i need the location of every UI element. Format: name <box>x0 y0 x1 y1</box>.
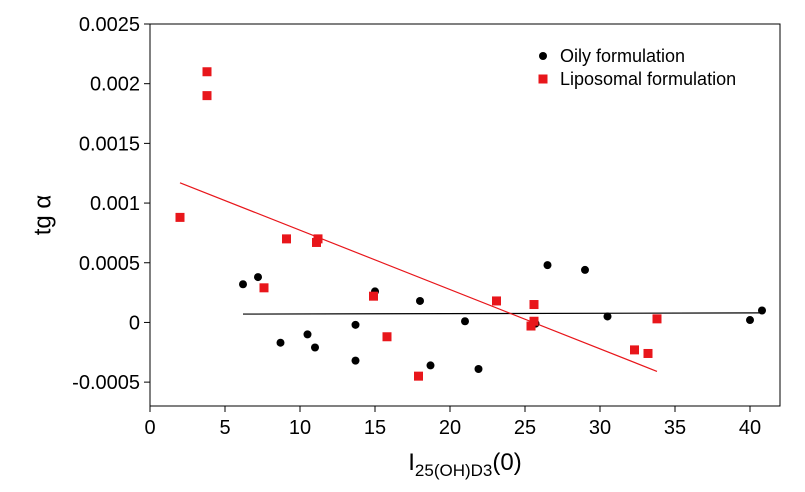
liposomal-data-point <box>382 332 392 342</box>
x-tick-label: 10 <box>289 417 311 439</box>
x-tick-label: 25 <box>514 417 536 439</box>
oily-data-point <box>758 306 766 315</box>
oily-data-point <box>311 343 319 352</box>
x-axis-ticks: 0 5 10 15 20 25 30 35 40 <box>144 406 761 439</box>
legend: Oily formulation Liposomal formulation <box>538 46 736 89</box>
x-axis-title-tail: (0) <box>492 449 521 476</box>
oily-data-point <box>351 356 360 365</box>
x-tick-label: 35 <box>664 417 686 439</box>
y-tick-label: -0.0005 <box>72 372 140 394</box>
y-axis-ticks: -0.0005 0 0.0005 0.001 0.0015 0.002 0.0025 <box>72 14 150 394</box>
liposomal-data-point <box>529 316 539 326</box>
oily-trend-line <box>242 312 763 315</box>
liposomal-data-point <box>369 291 378 301</box>
liposomal-data-point <box>259 283 269 293</box>
oily-data-point <box>461 317 469 326</box>
oily-data-point <box>416 296 424 305</box>
oily-data-point <box>474 364 483 373</box>
trend-lines <box>179 182 763 372</box>
liposomal-trend-line <box>179 182 658 372</box>
liposomal-data-point <box>652 314 662 324</box>
liposomal-data-point <box>630 345 639 355</box>
oily-data-point <box>581 265 589 274</box>
legend-marker-liposomal <box>538 74 548 84</box>
liposomal-data-point <box>202 67 212 77</box>
y-tick-label: 0 <box>129 312 140 334</box>
oily-data-point <box>426 361 435 370</box>
x-axis-title-subscript: 25(OH)D3 <box>415 461 492 480</box>
y-tick-label: 0.0005 <box>79 253 140 275</box>
data-points <box>175 67 766 381</box>
x-tick-label: 15 <box>364 417 386 439</box>
oily-data-point <box>276 338 285 347</box>
y-tick-label: 0.001 <box>90 193 140 215</box>
x-axis-title: I25(OH)D3(0) <box>408 449 521 480</box>
x-tick-label: 30 <box>589 417 611 439</box>
liposomal-data-point <box>313 234 323 244</box>
oily-data-point <box>239 280 247 289</box>
liposomal-data-point <box>414 371 423 381</box>
liposomal-data-point <box>175 212 185 222</box>
oily-data-point <box>543 261 552 270</box>
liposomal-data-point <box>526 321 536 331</box>
plot-frame <box>149 23 781 407</box>
oily-data-point <box>746 316 754 325</box>
oily-data-point <box>303 330 312 339</box>
x-tick-label: 40 <box>739 417 761 439</box>
liposomal-data-point <box>492 296 501 306</box>
oily-data-point <box>351 320 360 329</box>
oily-data-point <box>603 312 612 321</box>
liposomal-data-point <box>282 234 291 244</box>
x-axis-title-main: I <box>408 449 415 476</box>
legend-label-liposomal: Liposomal formulation <box>560 69 736 89</box>
legend-label-oily: Oily formulation <box>560 46 685 66</box>
x-tick-label: 20 <box>439 417 461 439</box>
liposomal-data-point <box>643 348 653 358</box>
y-axis-title: tg α <box>29 195 56 236</box>
x-tick-label: 0 <box>144 417 155 439</box>
legend-marker-oily <box>539 52 547 60</box>
y-tick-label: 0.0015 <box>79 133 140 155</box>
x-tick-label: 5 <box>219 417 230 439</box>
oily-data-point <box>254 273 262 282</box>
y-tick-label: 0.0025 <box>79 14 140 36</box>
liposomal-data-point <box>529 300 539 310</box>
y-tick-label: 0.002 <box>90 74 140 96</box>
liposomal-data-point <box>202 91 212 101</box>
